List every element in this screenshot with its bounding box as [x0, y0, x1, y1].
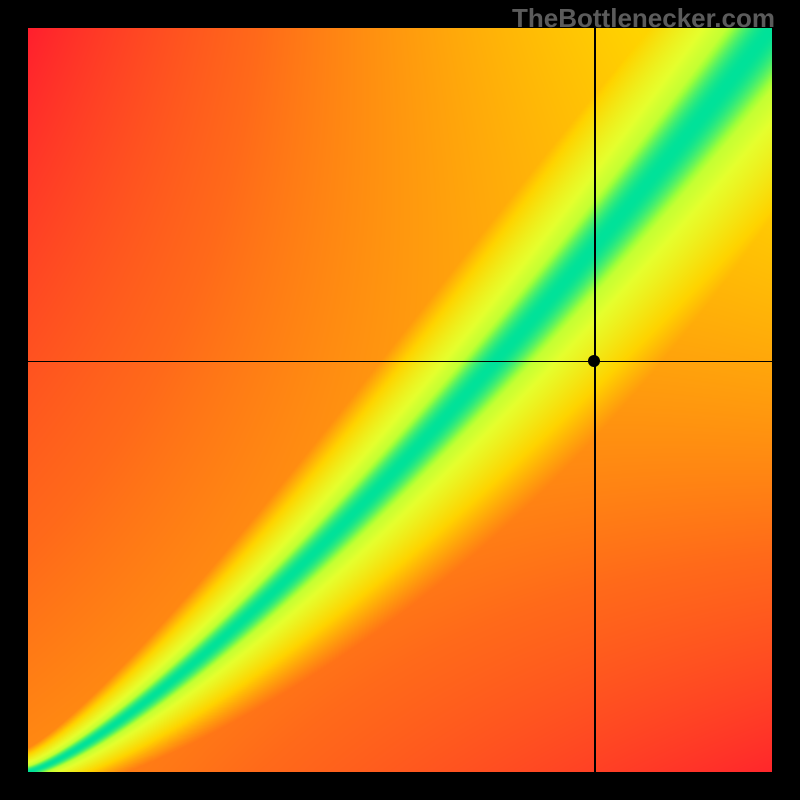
crosshair-horizontal [28, 361, 772, 363]
heatmap-canvas [28, 28, 772, 772]
intersection-marker [588, 355, 600, 367]
heatmap-plot [28, 28, 772, 772]
crosshair-vertical [594, 28, 596, 772]
watermark-text: TheBottlenecker.com [512, 3, 775, 34]
